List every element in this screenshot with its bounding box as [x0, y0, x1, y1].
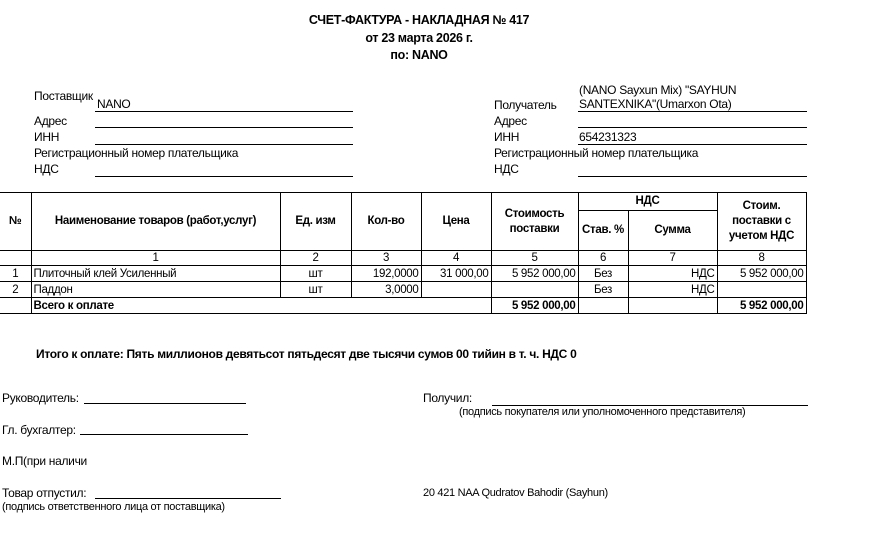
row-vat-rate: Без: [577, 281, 629, 298]
recipient-label: Получатель: [494, 98, 557, 112]
footer-blank: [0, 297, 32, 314]
col-number-blank: [0, 250, 32, 266]
recipient-inn-value: 654231323: [579, 130, 637, 144]
received-signature-line: [492, 405, 808, 406]
director-signature-line: [84, 403, 246, 404]
header-unit: Ед. изм: [279, 192, 352, 251]
col-number: 3: [350, 250, 422, 266]
recipient-address-label: Адрес: [494, 114, 527, 128]
row-vat-sum: НДС: [627, 265, 718, 282]
col-number: 4: [420, 250, 492, 266]
recipient-vat-underline: [578, 176, 807, 177]
released-signature-line: [95, 498, 281, 499]
row-unit: шт: [279, 281, 352, 298]
supplier-vat-underline: [95, 176, 353, 177]
received-label: Получил:: [423, 391, 472, 405]
row-no: 2: [0, 281, 32, 298]
col-number: 5: [490, 250, 579, 266]
header-total: Стоим. поставки с учетом НДС: [716, 192, 807, 251]
total-in-words: Итого к оплате: Пять миллионов девятьсот…: [36, 347, 577, 361]
footer-blank: [627, 297, 718, 314]
table-row: 1 Плиточный клей Усиленный шт 192,0000 3…: [0, 265, 807, 282]
invoice-title: СЧЕТ-ФАКТУРА - НАКЛАДНАЯ № 417: [308, 13, 530, 27]
header-vat-rate: Став. %: [577, 210, 629, 251]
released-label: Товар отпустил:: [2, 486, 87, 500]
supplier-address-underline: [95, 127, 353, 128]
row-qty: 3,0000: [350, 281, 422, 298]
header-cost: Стоимость поставки: [490, 192, 579, 251]
footer-label: Всего к оплате: [30, 297, 492, 314]
supplier-reg-label: Регистрационный номер плательщика: [34, 146, 239, 160]
released-note: (подпись ответственного лица от поставщи…: [2, 501, 225, 513]
header-no: №: [0, 192, 32, 251]
invoice-by: по: NANO: [390, 48, 448, 62]
recipient-reg-label: Регистрационный номер плательщика: [494, 146, 699, 160]
footer-blank: [577, 297, 629, 314]
recipient-underline: [578, 111, 807, 112]
recipient-inn-label: ИНН: [494, 130, 520, 144]
footer-total: 5 952 000,00: [716, 297, 807, 314]
supplier-inn-label: ИНН: [34, 130, 60, 144]
row-unit: шт: [279, 265, 352, 282]
col-number: 7: [627, 250, 718, 266]
goods-table: № Наименование товаров (работ,услуг) Ед.…: [0, 192, 807, 314]
row-no: 1: [0, 265, 32, 282]
table-footer-row: Всего к оплате 5 952 000,00 5 952 000,00: [0, 297, 807, 314]
stamp-label: М.П(при наличи: [2, 454, 87, 468]
row-qty: 192,0000: [350, 265, 422, 282]
supplier-underline: [95, 111, 353, 112]
row-vat-sum: НДС: [627, 281, 718, 298]
received-note: (подпись покупателя или уполномоченного …: [459, 406, 746, 418]
recipient-value-line2: SANTEXNIKA"(Umarxon Ota): [579, 97, 732, 111]
row-cost: [490, 281, 579, 298]
recipient-inn-underline: [578, 144, 807, 145]
col-number: 6: [577, 250, 629, 266]
col-number: 1: [30, 250, 281, 266]
recipient-address-underline: [578, 127, 807, 128]
row-total: 5 952 000,00: [716, 265, 807, 282]
row-cost: 5 952 000,00: [490, 265, 579, 282]
supplier-label: Поставщик: [34, 89, 93, 103]
header-price: Цена: [420, 192, 492, 251]
table-row: 2 Паддон шт 3,0000 Без НДС: [0, 281, 807, 298]
row-vat-rate: Без: [577, 265, 629, 282]
header-vat: НДС: [577, 192, 718, 211]
accountant-label: Гл. бухгалтер:: [2, 423, 76, 437]
director-label: Руководитель:: [2, 391, 79, 405]
accountant-signature-line: [80, 434, 248, 435]
header-name: Наименование товаров (работ,услуг): [30, 192, 281, 251]
supplier-inn-underline: [95, 144, 353, 145]
col-number: 8: [716, 250, 807, 266]
row-name: Плиточный клей Усиленный: [30, 265, 281, 282]
header-vat-sum: Сумма: [627, 210, 718, 251]
recipient-value-line1: (NANO Sayxun Mix) "SAYHUN: [579, 83, 737, 97]
col-number: 2: [279, 250, 352, 266]
row-price: 31 000,00: [420, 265, 492, 282]
agent-name: 20 421 NAA Qudratov Bahodir (Sayhun): [423, 487, 608, 499]
recipient-vat-label: НДС: [494, 162, 519, 176]
row-total: [716, 281, 807, 298]
supplier-value: NANO: [97, 97, 131, 111]
row-name: Паддон: [30, 281, 281, 298]
footer-cost: 5 952 000,00: [490, 297, 579, 314]
supplier-address-label: Адрес: [34, 114, 67, 128]
supplier-vat-label: НДС: [34, 162, 59, 176]
header-qty: Кол-во: [350, 192, 422, 251]
row-price: [420, 281, 492, 298]
invoice-date: от 23 марта 2026 г.: [365, 31, 473, 45]
